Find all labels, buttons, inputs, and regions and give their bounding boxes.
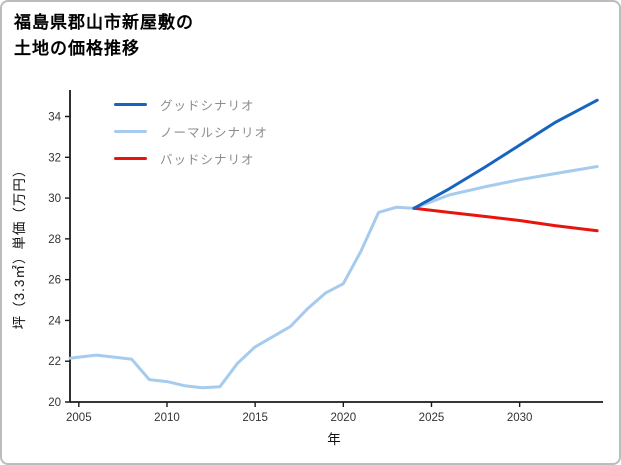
legend: グッドシナリオ ノーマルシナリオ バッドシナリオ <box>114 91 268 172</box>
legend-item-bad: バッドシナリオ <box>114 145 268 172</box>
y-tick-label: 34 <box>48 112 61 124</box>
legend-label-good: グッドシナリオ <box>160 99 255 113</box>
y-tick-label: 26 <box>48 275 61 287</box>
y-tick-label: 30 <box>48 193 61 205</box>
y-tick-label: 20 <box>48 397 61 409</box>
x-tick-label: 2010 <box>154 412 180 424</box>
series-line-bad <box>412 206 599 233</box>
x-tick-label: 2025 <box>419 412 445 424</box>
legend-swatch-bad <box>114 157 147 160</box>
y-axis-label: 坪（3.3㎡）単価（万円） <box>12 163 27 330</box>
page-title: 福島県郡山市新屋敷の 土地の価格推移 <box>14 10 194 63</box>
x-tick-label: 2030 <box>507 412 533 424</box>
series-line-normal <box>68 165 599 390</box>
y-tick-label: 32 <box>48 152 61 164</box>
legend-swatch-normal <box>114 130 147 133</box>
y-tick-label: 24 <box>48 315 61 327</box>
legend-label-normal: ノーマルシナリオ <box>160 126 269 140</box>
series-line-good <box>412 98 599 210</box>
x-tick-label: 2015 <box>242 412 268 424</box>
legend-label-bad: バッドシナリオ <box>160 153 255 167</box>
legend-item-normal: ノーマルシナリオ <box>114 118 268 145</box>
x-tick-label: 2005 <box>66 412 92 424</box>
legend-swatch-good <box>114 103 147 106</box>
x-axis-label: 年 <box>327 432 342 447</box>
y-tick-label: 28 <box>48 234 61 246</box>
x-tick-label: 2020 <box>331 412 357 424</box>
legend-item-good: グッドシナリオ <box>114 91 268 118</box>
page-title-line1: 福島県郡山市新屋敷の <box>14 13 194 32</box>
y-tick-label: 22 <box>48 356 61 368</box>
page-title-line2: 土地の価格推移 <box>14 39 140 59</box>
